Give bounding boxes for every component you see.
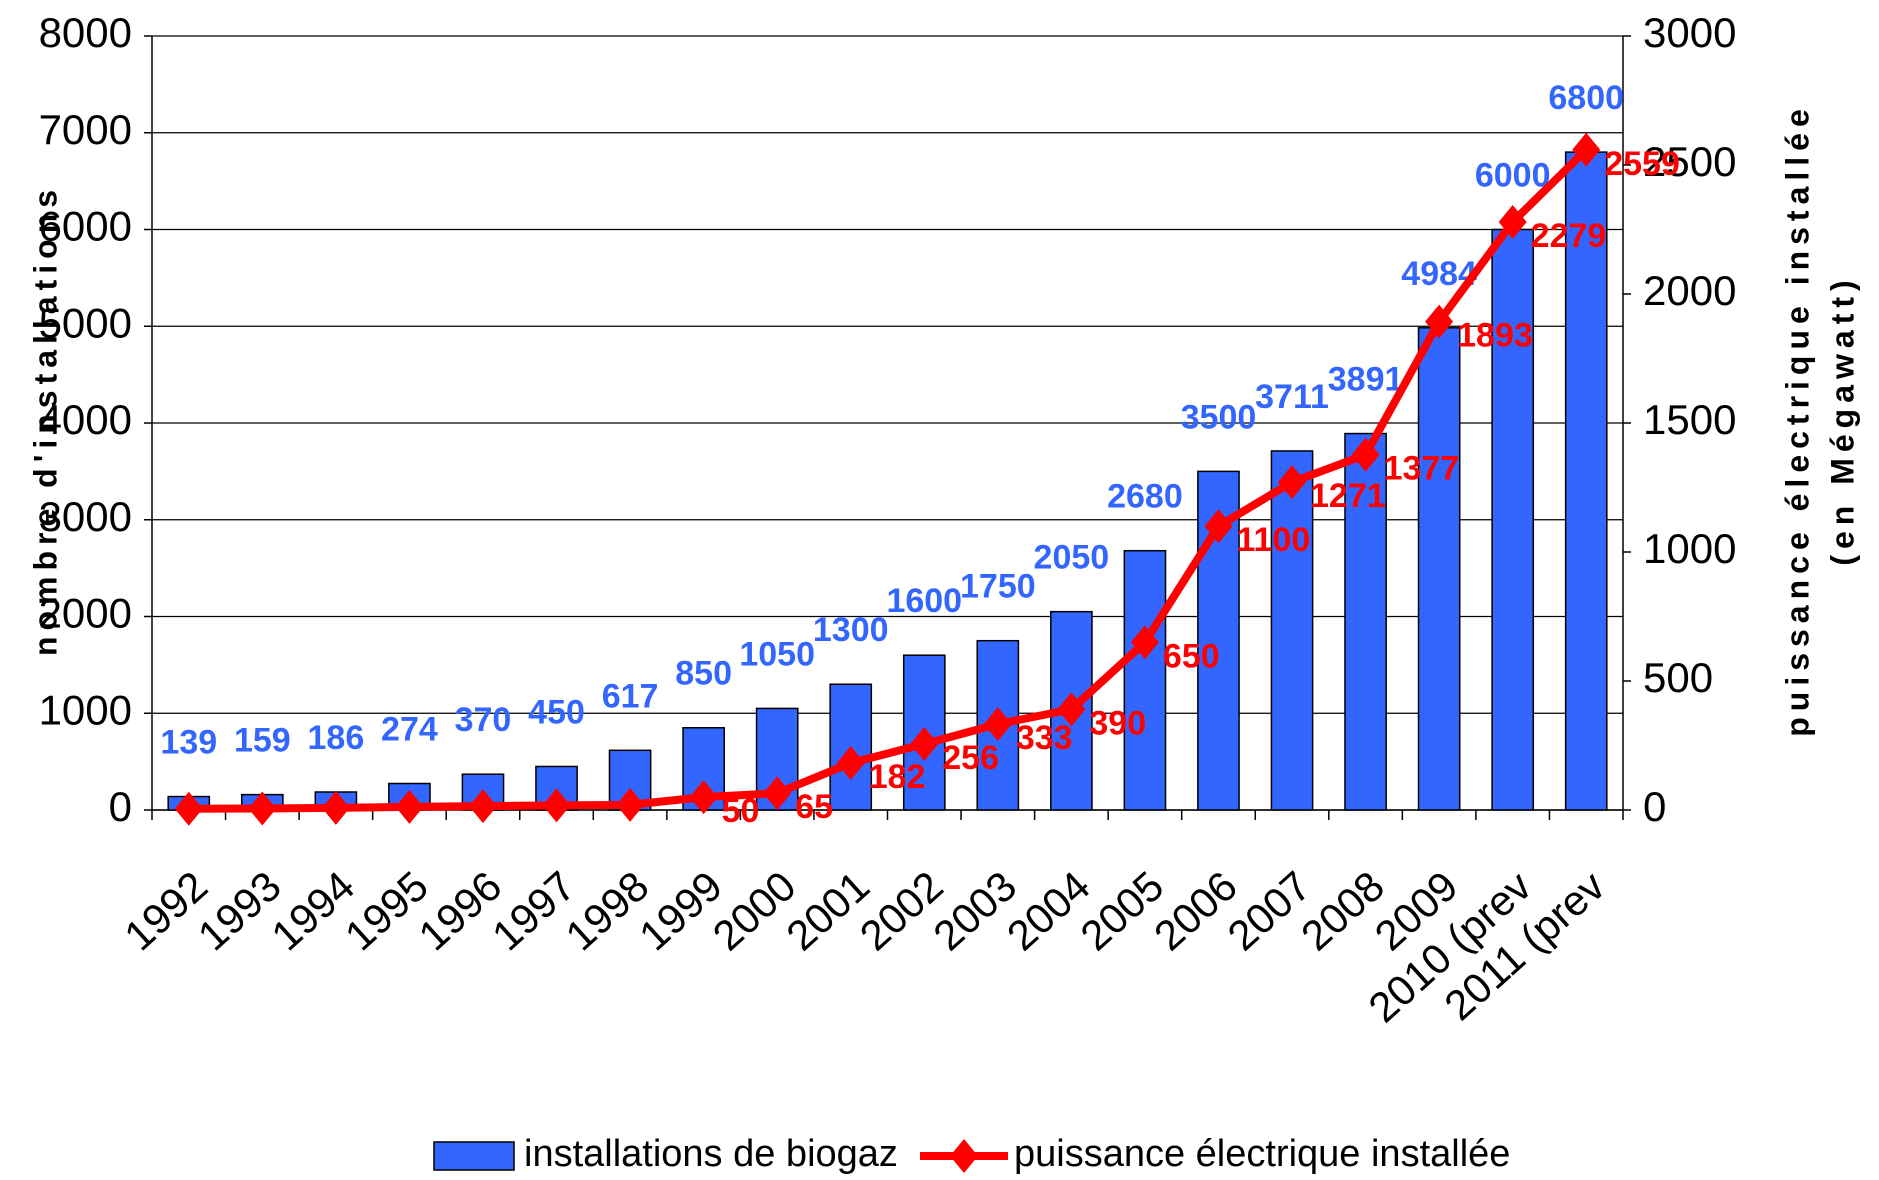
marker (1130, 625, 1159, 660)
marker (321, 790, 350, 825)
data-label: 256 (942, 739, 999, 777)
data-label: 370 (455, 701, 512, 739)
y2-tick-label: 500 (1643, 654, 1713, 701)
y2-axis-label: puissance électrique installée (1779, 103, 1815, 737)
legend-label: puissance électrique installée (1014, 1133, 1510, 1175)
x-tick-label: 1995 (336, 862, 437, 959)
marker (1278, 465, 1307, 500)
y2-axis-label: (en Mégawatt) (1824, 274, 1860, 565)
y-tick-label: 4000 (39, 396, 132, 443)
data-label: 3500 (1181, 398, 1257, 436)
bar (1270, 450, 1314, 811)
x-tick-label: 1993 (189, 862, 290, 959)
marker (248, 791, 277, 826)
marker (542, 788, 571, 823)
data-label: 6000 (1475, 156, 1551, 194)
x-tick-label: 2003 (924, 862, 1025, 959)
data-label: 2279 (1531, 217, 1607, 255)
x-tick-label: 1998 (557, 862, 658, 959)
data-label: 3891 (1328, 361, 1404, 399)
data-label: 1050 (739, 635, 815, 673)
x-tick-label: 2005 (1071, 862, 1172, 959)
y2-tick-label: 2500 (1643, 138, 1736, 185)
data-label: 139 (160, 724, 217, 762)
marker (1425, 304, 1454, 339)
data-label: 1377 (1384, 450, 1460, 488)
marker (616, 787, 645, 822)
marker (1057, 692, 1086, 727)
marker (983, 707, 1012, 742)
bar (1564, 151, 1608, 811)
marker (1204, 509, 1233, 544)
marker (1572, 132, 1601, 167)
data-label: 850 (675, 655, 732, 693)
data-label: 2680 (1107, 478, 1183, 516)
y2-tick-label: 2000 (1643, 267, 1736, 314)
bar (1491, 228, 1535, 811)
data-label: 1100 (1236, 521, 1310, 559)
data-label: 650 (1163, 637, 1220, 675)
y2-tick-label: 0 (1643, 783, 1666, 830)
x-tick-label: 1999 (630, 862, 731, 959)
data-label: 65 (795, 788, 833, 826)
y-tick-label: 3000 (39, 493, 132, 540)
bar (1344, 432, 1387, 811)
x-tick-label: 1992 (115, 862, 216, 959)
data-label: 159 (234, 722, 291, 760)
bar (1123, 549, 1167, 811)
marker (395, 789, 424, 824)
x-tick-label: 2008 (1292, 862, 1393, 959)
marker (689, 780, 718, 815)
data-label: 2559 (1604, 145, 1680, 183)
x-tick-label: 2006 (1145, 862, 1246, 959)
y2-tick-label: 1000 (1643, 525, 1736, 572)
x-tick-label: 2000 (704, 862, 805, 959)
y2-tick-label: 3000 (1643, 9, 1736, 56)
y-tick-label: 7000 (39, 106, 132, 153)
data-label: 1271 (1310, 477, 1386, 515)
y-tick-label: 2000 (39, 590, 132, 637)
data-label: 390 (1089, 704, 1146, 742)
data-label: 6800 (1548, 79, 1624, 117)
x-tick-label: 2001 (777, 862, 878, 959)
data-label: 3711 (1255, 378, 1329, 416)
marker (910, 726, 939, 761)
data-label: 1600 (886, 582, 962, 620)
marker (836, 746, 865, 781)
x-tick-label: 1997 (483, 862, 584, 959)
data-label: 2050 (1034, 539, 1110, 577)
x-tick-label: 2007 (1219, 862, 1320, 959)
legend-swatch (433, 1141, 515, 1171)
data-label: 333 (1016, 719, 1073, 757)
data-label: 1893 (1457, 317, 1533, 355)
y-axis-label: nombre d'installations (27, 184, 63, 656)
legend-label: installations de biogaz (524, 1133, 898, 1175)
data-label: 1750 (960, 568, 1036, 606)
data-label: 617 (602, 677, 659, 715)
data-label: 1300 (813, 611, 889, 649)
data-label: 450 (528, 693, 585, 731)
y-tick-label: 5000 (39, 299, 132, 346)
marker (468, 789, 497, 824)
marker (1498, 205, 1527, 240)
marker (1351, 437, 1380, 472)
bar (1417, 327, 1461, 811)
data-label: 50 (722, 792, 760, 830)
x-tick-label: 1994 (262, 862, 363, 959)
y-tick-label: 1000 (39, 686, 132, 733)
data-label: 186 (308, 719, 365, 757)
x-tick-label: 2002 (851, 862, 952, 959)
y2-tick-label: 1500 (1643, 396, 1736, 443)
y-tick-label: 0 (109, 783, 132, 830)
marker (763, 776, 792, 811)
marker (174, 791, 203, 826)
data-label: 182 (869, 758, 926, 796)
y-tick-label: 6000 (39, 203, 132, 250)
y-tick-label: 8000 (39, 9, 132, 56)
x-tick-label: 2004 (998, 862, 1099, 959)
legend-marker (950, 1139, 978, 1173)
x-tick-label: 1996 (410, 862, 511, 959)
data-label: 274 (381, 710, 438, 748)
